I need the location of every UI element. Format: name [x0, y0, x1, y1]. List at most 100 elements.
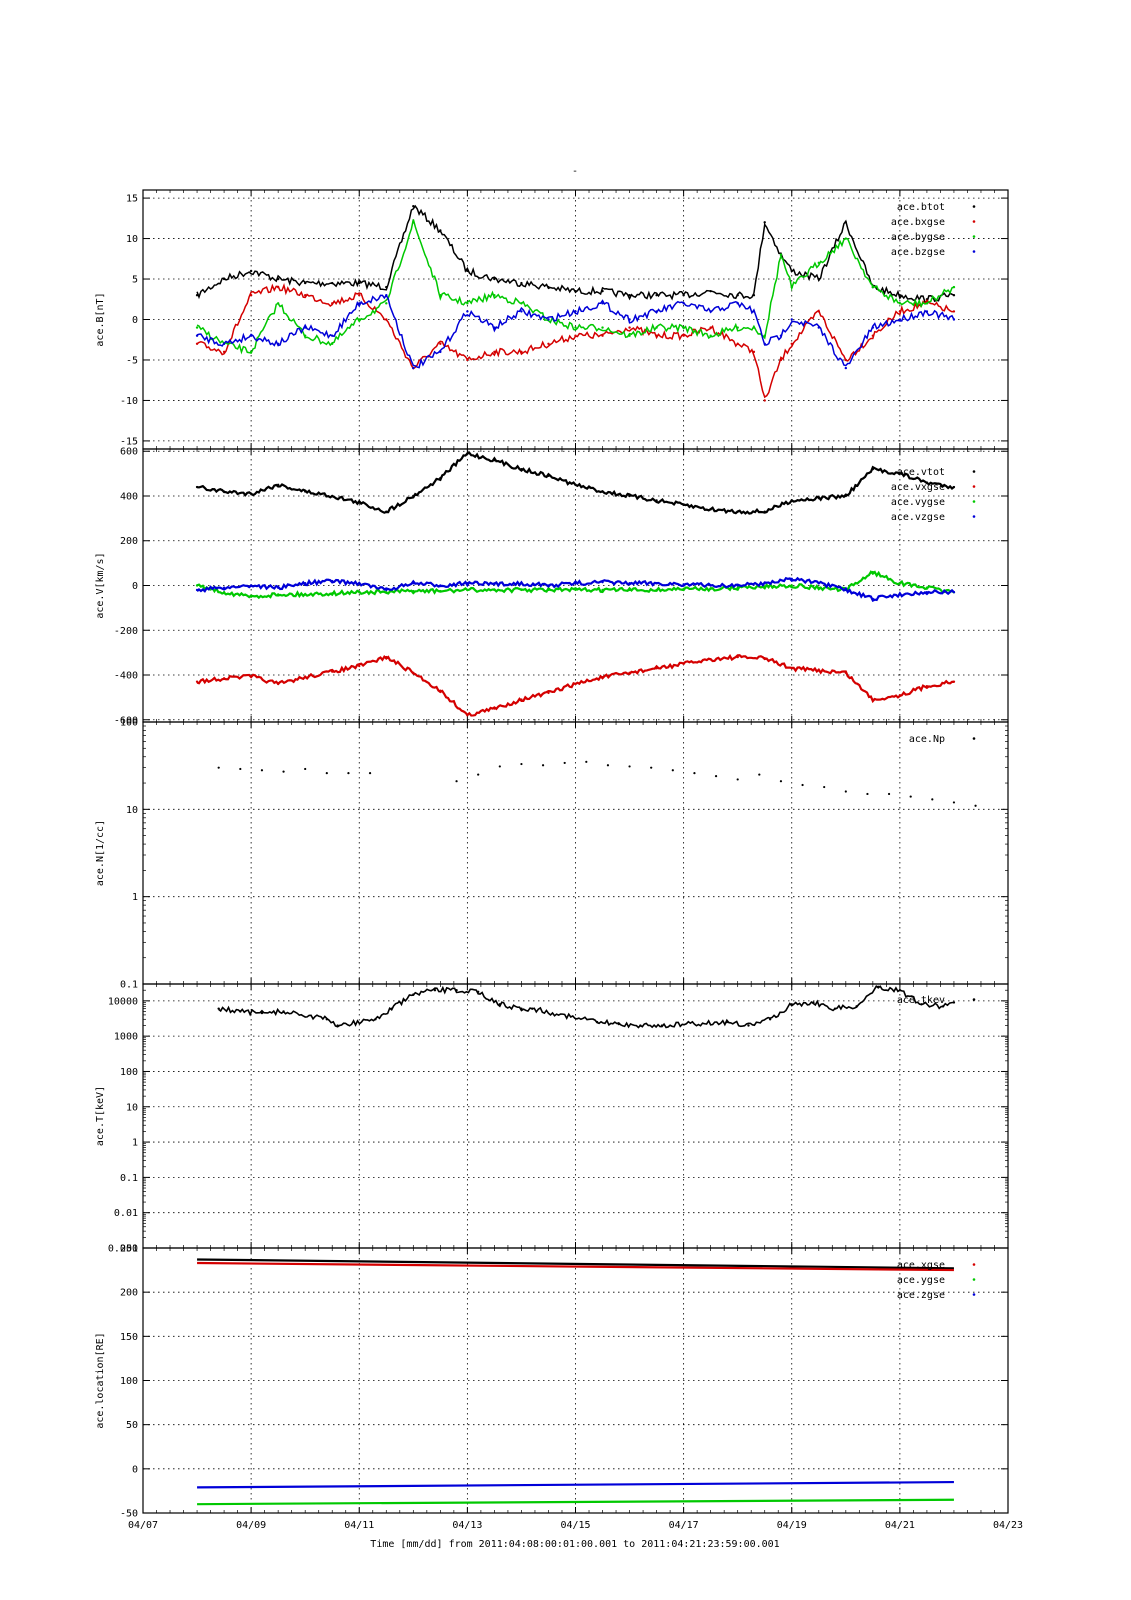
data-point	[887, 792, 891, 796]
data-point	[736, 778, 739, 781]
data-point	[325, 1018, 329, 1021]
data-point	[574, 483, 577, 487]
data-point	[714, 775, 718, 778]
data-point	[709, 584, 712, 587]
legend-entry: ace.tkev	[897, 995, 945, 1006]
data-point	[493, 277, 496, 281]
series-trace	[196, 219, 955, 355]
legend-entry: ace.Np	[909, 734, 945, 745]
data-point	[655, 582, 658, 585]
data-point	[925, 591, 929, 594]
data-point	[282, 770, 285, 773]
data-point	[412, 204, 415, 208]
data-point	[682, 587, 685, 591]
data-point	[249, 334, 253, 337]
data-point	[682, 662, 685, 666]
data-point	[412, 582, 415, 585]
data-point	[817, 277, 820, 281]
data-point	[877, 985, 880, 988]
data-point	[249, 584, 253, 587]
series-ace.ygse	[197, 1498, 954, 1506]
y-tick-label: 100	[120, 1067, 138, 1078]
series-ace.zgse	[197, 1480, 954, 1489]
data-point	[763, 582, 766, 585]
y-tick-label: 10	[126, 1102, 138, 1113]
x-tick-label: 04/07	[128, 1520, 158, 1531]
data-point	[601, 676, 604, 679]
data-point	[817, 582, 820, 585]
data-point	[601, 302, 604, 305]
legend-marker	[972, 205, 976, 208]
data-point	[520, 1007, 523, 1010]
data-point	[303, 334, 307, 337]
data-point	[493, 326, 496, 329]
data-point	[547, 285, 550, 289]
data-point	[563, 761, 566, 765]
data-point	[736, 342, 739, 345]
data-point	[520, 350, 523, 354]
data-point	[466, 358, 469, 362]
data-point	[222, 591, 226, 594]
legend-marker	[972, 220, 976, 223]
data-point	[606, 764, 610, 767]
data-point	[817, 310, 820, 313]
data-point	[195, 584, 199, 587]
data-point	[736, 326, 739, 329]
legend-marker	[972, 250, 976, 253]
data-point	[601, 580, 604, 584]
data-point	[952, 285, 956, 289]
data-point	[682, 334, 685, 337]
series-trace	[196, 576, 955, 603]
x-tick-label: 04/21	[885, 1520, 915, 1531]
data-point	[817, 669, 820, 672]
data-point	[239, 1010, 242, 1013]
data-point	[249, 350, 253, 354]
data-point	[412, 671, 415, 674]
legend-marker	[972, 500, 976, 503]
data-point	[195, 326, 199, 329]
data-point	[595, 1020, 599, 1024]
y-tick-label: 50	[126, 1420, 138, 1431]
data-point	[547, 474, 550, 478]
data-point	[790, 269, 793, 273]
data-point	[655, 334, 658, 337]
legend-entry: ace.zgse	[897, 1290, 945, 1301]
plot-area	[217, 984, 956, 1029]
legend-entry: ace.vzgse	[891, 512, 945, 523]
data-point	[385, 510, 388, 513]
legend-marker	[972, 485, 976, 488]
data-point	[898, 294, 902, 297]
series-ace.bxgse	[195, 283, 956, 402]
data-point	[390, 1007, 393, 1010]
data-point	[736, 510, 739, 513]
panel-5: 250 200 150 100 50 0 -50 ace.location[RE] ace.xg…	[95, 1244, 1009, 1520]
data-point	[239, 767, 242, 771]
data-point	[195, 588, 199, 592]
series-ace.vtot	[195, 451, 956, 515]
data-point	[439, 342, 442, 345]
data-point	[493, 707, 496, 710]
data-point	[817, 586, 820, 589]
data-point	[952, 318, 956, 321]
data-point	[617, 1022, 620, 1026]
y-axis-label: ace.location[RE]	[95, 1332, 106, 1428]
data-point	[385, 285, 388, 289]
data-point	[222, 350, 226, 354]
y-tick-label: 1	[132, 1138, 138, 1149]
data-point	[974, 804, 977, 807]
data-point	[736, 655, 739, 659]
data-point	[833, 1007, 837, 1010]
data-point	[779, 334, 783, 337]
data-point	[682, 503, 685, 507]
legend-marker	[972, 1293, 976, 1296]
data-point	[763, 510, 766, 513]
data-point	[249, 492, 253, 495]
legend-entry: ace.bxgse	[891, 217, 945, 228]
data-point	[628, 294, 631, 297]
data-point	[790, 584, 793, 587]
data-point	[358, 582, 361, 585]
data-point	[725, 1020, 729, 1024]
data-point	[628, 671, 631, 674]
data-point	[531, 1007, 534, 1010]
plot-area	[195, 204, 956, 402]
